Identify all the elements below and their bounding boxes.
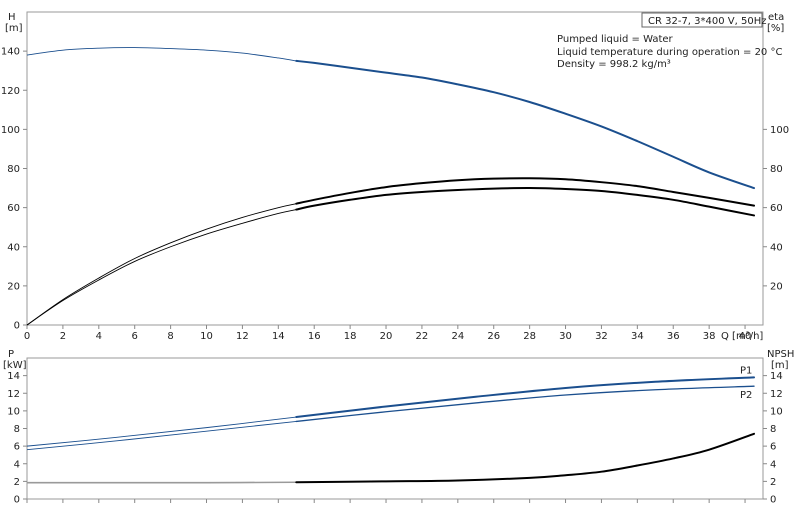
x-tick-label: 36 <box>667 331 680 342</box>
y-tick-label-left: 40 <box>7 242 20 253</box>
p2-curve-extrapolated <box>26 421 297 451</box>
npsh-axis-label: NPSH <box>767 349 794 360</box>
y-tick-label-right: 20 <box>770 281 783 292</box>
pumped-liquid-label: Pumped liquid = Water <box>557 34 674 45</box>
x-tick-label: 16 <box>308 331 321 342</box>
y-tick-label-left: 100 <box>1 125 20 136</box>
y-tick-label-left: 6 <box>14 442 20 453</box>
y-tick-label-left: 120 <box>1 86 20 97</box>
x-tick-label: 10 <box>200 331 213 342</box>
y-tick-label-right: 60 <box>770 203 783 214</box>
p1-series-label: P1 <box>740 365 752 376</box>
p2-series-label: P2 <box>740 390 752 401</box>
model-label: CR 32-7, 3*400 V, 50Hz <box>648 16 766 27</box>
eta-total-curve <box>295 187 756 217</box>
y-tick-label-left: 10 <box>7 406 20 417</box>
model-info-box <box>641 12 763 28</box>
y-tick-label-left: 140 <box>1 47 20 58</box>
y-tick-label-right: 100 <box>770 125 789 136</box>
p2-curve <box>295 385 755 423</box>
x-tick-label: 28 <box>523 331 536 342</box>
npsh-curve <box>295 432 756 484</box>
x-tick-label: 20 <box>380 331 393 342</box>
y-tick-label-left: 12 <box>7 389 20 400</box>
x-tick-label: 24 <box>451 331 464 342</box>
x-tick-label: 0 <box>24 331 30 342</box>
x-tick-label: 34 <box>631 331 644 342</box>
x-tick-label: 38 <box>703 331 716 342</box>
y-tick-label-right: 4 <box>770 459 776 470</box>
power-axis-unit: [kW] <box>3 360 27 371</box>
eta-axis-label: eta <box>768 12 784 23</box>
x-tick-label: 32 <box>595 331 608 342</box>
x-tick-label: 30 <box>559 331 572 342</box>
y-tick-label-left: 2 <box>14 477 20 488</box>
x-tick-label: 2 <box>60 331 66 342</box>
y-tick-label-right: 12 <box>770 389 783 400</box>
y-tick-label-left: 4 <box>14 459 20 470</box>
x-tick-label: 14 <box>272 331 285 342</box>
npsh-axis-unit: [m] <box>771 360 789 371</box>
y-tick-label-left: 14 <box>7 371 20 382</box>
x-tick-label: 22 <box>416 331 429 342</box>
y-tick-label-left: 60 <box>7 203 20 214</box>
p1-curve-extrapolated <box>26 416 297 447</box>
head-curve <box>295 59 756 190</box>
head-curve-extrapolated <box>26 47 297 62</box>
density-label: Density = 998.2 kg/m³ <box>557 59 671 70</box>
y-tick-label-right: 40 <box>770 242 783 253</box>
x-tick-label: 6 <box>132 331 138 342</box>
y-tick-label-right: 8 <box>770 424 776 435</box>
chart-series <box>26 47 756 484</box>
y-tick-label-left: 0 <box>14 495 20 506</box>
x-tick-label: 12 <box>236 331 249 342</box>
p1-curve <box>295 376 756 419</box>
eta-pump-curve-extrapolated <box>26 203 297 326</box>
eta-axis-unit: [%] <box>767 23 784 34</box>
axis-ticks: 0 2 4 6 8 10 12 14 16 18 20 22 24 26 28 30 32 34 36 38 40020… <box>1 47 789 506</box>
y-tick-label-left: 8 <box>14 424 20 435</box>
eta-pump-curve <box>295 177 756 207</box>
eta-total-curve-extrapolated <box>26 209 297 326</box>
x-tick-label: 18 <box>344 331 357 342</box>
x-tick-label: 4 <box>96 331 102 342</box>
y-tick-label-right: 10 <box>770 406 783 417</box>
y-tick-label-left: 80 <box>7 164 20 175</box>
y-tick-label-right: 80 <box>770 164 783 175</box>
x-tick-label: 26 <box>487 331 500 342</box>
y-tick-label-right: 0 <box>770 495 776 506</box>
flow-axis-label: Q [m³/h] <box>721 331 763 342</box>
y-tick-label-left: 20 <box>7 281 20 292</box>
head-axis-label: H <box>8 12 16 23</box>
y-tick-label-right: 2 <box>770 477 776 488</box>
head-axis-unit: [m] <box>5 23 23 34</box>
y-tick-label-right: 6 <box>770 442 776 453</box>
y-tick-label-right: 14 <box>770 371 783 382</box>
x-tick-label: 8 <box>167 331 173 342</box>
lower-panel-frame <box>26 357 764 500</box>
series-labels: P1 P2 <box>740 365 752 401</box>
liquid-temperature-label: Liquid temperature during operation = 20… <box>557 47 782 58</box>
y-tick-label-left: 0 <box>14 321 20 332</box>
power-axis-label: P <box>8 349 14 360</box>
x-tick-label: 40 <box>739 331 752 342</box>
